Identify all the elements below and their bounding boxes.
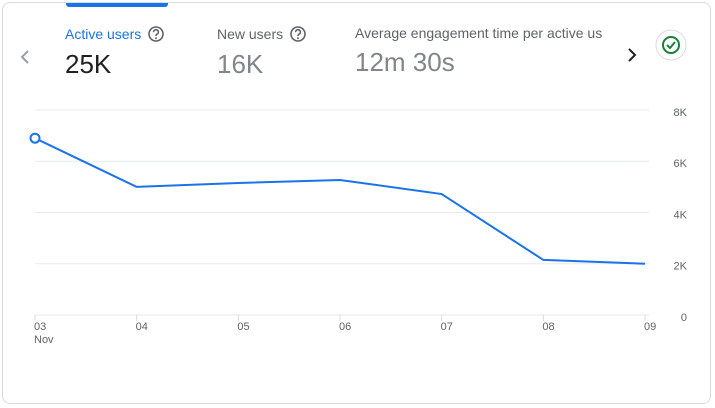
active-tab-indicator [66, 3, 168, 7]
x-tick-label: 03 [34, 321, 46, 333]
line [34, 137, 646, 265]
x-tick-label: 09 [644, 321, 656, 333]
metric-value: 12m 30s [355, 47, 455, 77]
metric-label: Active users [65, 26, 142, 42]
y-tick-label: 0 [681, 312, 687, 324]
help-icon[interactable] [289, 25, 307, 43]
x-sublabel: Nov [34, 334, 54, 346]
point [29, 132, 41, 144]
card: Active users 25K New users 16K Average e… [2, 2, 711, 404]
x-tick-label: 06 [339, 321, 351, 333]
y-tick-label: 6K [674, 158, 688, 170]
y-tick-label: 2K [674, 261, 688, 273]
metric-label: Average engagement time per active us [355, 25, 603, 41]
x-tick-label: 07 [441, 321, 453, 333]
y-tick-label: 4K [674, 209, 688, 221]
metric-tab[interactable]: New users 16K [217, 25, 337, 80]
metric-tab[interactable]: Average engagement time per active us 12… [355, 25, 617, 78]
next-button[interactable] [622, 45, 642, 65]
metric-value: 25K [65, 49, 112, 79]
x-tick-label: 08 [542, 321, 554, 333]
status-icon[interactable] [655, 29, 687, 61]
metric-tab[interactable]: Active users 25K [65, 25, 205, 80]
metric-label: New users [217, 26, 284, 42]
x-tick-label: 05 [237, 321, 249, 333]
help-icon[interactable] [147, 25, 165, 43]
x-tick-label: 04 [136, 321, 148, 333]
chart: 0 2K 4K 6K 8K 03 04 05 06 07 08 09 Nov [29, 107, 688, 346]
y-tick-label: 8K [674, 107, 688, 119]
metric-value: 16K [217, 49, 264, 79]
prev-button[interactable] [15, 47, 35, 67]
